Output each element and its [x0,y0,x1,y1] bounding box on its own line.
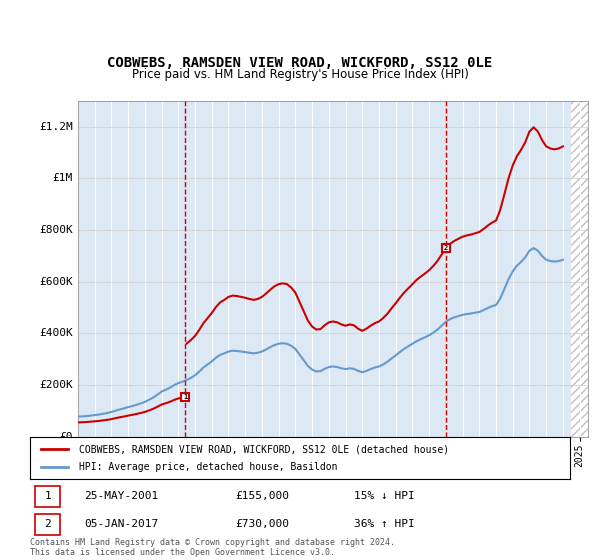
Text: £0: £0 [59,432,73,442]
Bar [571,101,588,437]
Text: £1M: £1M [53,174,73,183]
Text: 1: 1 [44,491,51,501]
FancyBboxPatch shape [35,514,60,535]
Text: £200K: £200K [39,380,73,390]
Text: 36% ↑ HPI: 36% ↑ HPI [354,519,415,529]
Text: Contains HM Land Registry data © Crown copyright and database right 2024.
This d: Contains HM Land Registry data © Crown c… [30,538,395,557]
Text: 15% ↓ HPI: 15% ↓ HPI [354,491,415,501]
Text: HPI: Average price, detached house, Basildon: HPI: Average price, detached house, Basi… [79,462,337,472]
Text: £600K: £600K [39,277,73,287]
Text: £155,000: £155,000 [235,491,289,501]
Text: COBWEBS, RAMSDEN VIEW ROAD, WICKFORD, SS12 0LE: COBWEBS, RAMSDEN VIEW ROAD, WICKFORD, SS… [107,56,493,70]
Text: 05-JAN-2017: 05-JAN-2017 [84,519,158,529]
Text: Price paid vs. HM Land Registry's House Price Index (HPI): Price paid vs. HM Land Registry's House … [131,68,469,81]
FancyBboxPatch shape [35,486,60,507]
Text: COBWEBS, RAMSDEN VIEW ROAD, WICKFORD, SS12 0LE (detached house): COBWEBS, RAMSDEN VIEW ROAD, WICKFORD, SS… [79,445,449,454]
Text: 25-MAY-2001: 25-MAY-2001 [84,491,158,501]
Text: £800K: £800K [39,225,73,235]
Text: £1.2M: £1.2M [39,122,73,132]
Text: 2: 2 [444,245,448,251]
Text: £400K: £400K [39,328,73,338]
Text: 2: 2 [44,519,51,529]
Text: 1: 1 [183,394,187,400]
Text: £730,000: £730,000 [235,519,289,529]
